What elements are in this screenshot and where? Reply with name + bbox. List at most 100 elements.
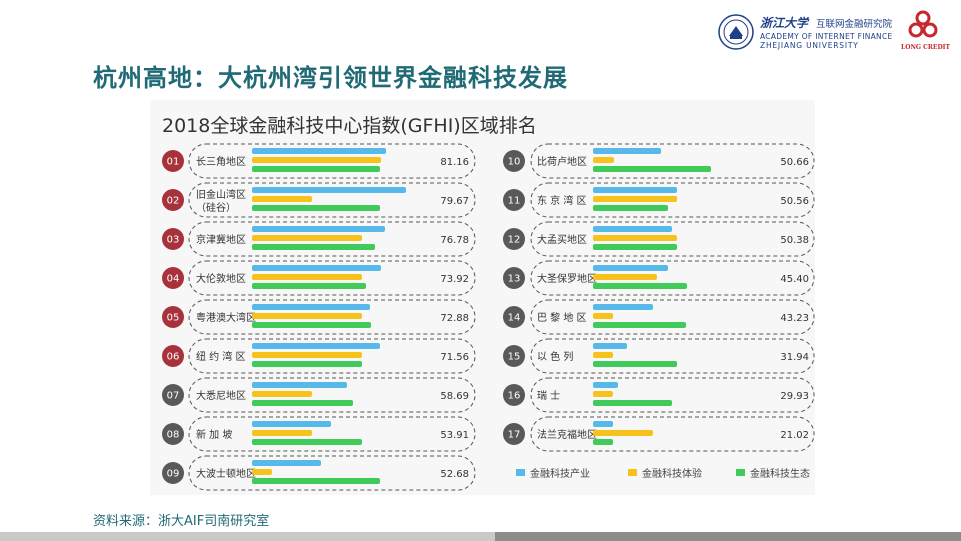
- row-02-bar-experience: [252, 196, 312, 202]
- row-08-bar-experience: [252, 430, 312, 436]
- row-03-rank-badge: [162, 228, 184, 250]
- zju-en-name: ZHEJIANG UNIVERSITY: [760, 41, 859, 50]
- footer-bar-right: [495, 532, 961, 541]
- row-10-name: 比荷卢地区: [537, 155, 587, 168]
- row-07-score: 58.69: [440, 391, 469, 402]
- row-16-bar-industry: [593, 382, 618, 388]
- row-13-bar-industry: [593, 265, 668, 271]
- row-15-score: 31.94: [780, 352, 809, 363]
- row-17-bar-experience: [593, 430, 653, 436]
- chart-title: 2018全球金融科技中心指数(GFHI)区域排名: [162, 115, 537, 137]
- row-15-rank-badge: [503, 345, 525, 367]
- row-05-score: 72.88: [440, 313, 469, 324]
- aif-cn-name: 互联网金融研究院: [816, 19, 893, 30]
- row-12-rank-badge: [503, 228, 525, 250]
- row-04-bar-experience: [252, 274, 362, 280]
- row-15-frame: [530, 338, 815, 374]
- row-11-name: 东 京 湾 区: [537, 194, 587, 207]
- row-17-name: 法兰克福地区: [537, 428, 597, 441]
- row-08-frame: [188, 416, 476, 452]
- row-03-bar-industry: [252, 226, 385, 232]
- row-01-frame: [188, 143, 476, 179]
- row-07-bar-experience: [252, 391, 312, 397]
- row-05-frame: [188, 299, 476, 335]
- row-15-name: 以 色 列: [537, 350, 573, 363]
- row-09-bar-ecosystem: [252, 478, 380, 484]
- row-11-bar-experience: [593, 196, 677, 202]
- row-04-name: 大伦敦地区: [196, 272, 246, 285]
- zju-cn-name: 浙江大学: [760, 16, 809, 30]
- row-17-frame: [530, 416, 815, 452]
- row-11-score: 50.56: [780, 196, 809, 207]
- row-16-frame: [530, 377, 815, 413]
- row-15-rank-label: 15: [508, 352, 521, 363]
- row-03-score: 76.78: [440, 235, 469, 246]
- row-08-rank-label: 08: [167, 430, 180, 441]
- row-09-rank-label: 09: [167, 469, 180, 480]
- row-03-bar-experience: [252, 235, 362, 241]
- row-10-bar-industry: [593, 148, 661, 154]
- row-09-frame: [188, 455, 476, 491]
- row-02-rank-label: 02: [167, 196, 180, 207]
- row-02-bar-industry: [252, 187, 406, 193]
- legend-label-industry: 金融科技产业: [530, 467, 590, 480]
- row-05-rank-label: 05: [167, 313, 180, 324]
- row-11-frame: [530, 182, 815, 218]
- row-07-rank-badge: [162, 384, 184, 406]
- row-04-bar-industry: [252, 265, 381, 271]
- row-07-rank-label: 07: [167, 391, 180, 402]
- row-16-bar-ecosystem: [593, 400, 672, 406]
- row-16-score: 29.93: [780, 391, 809, 402]
- row-09-bar-experience: [252, 469, 272, 475]
- row-02-name-sub: （硅谷）: [196, 201, 236, 214]
- row-07-bar-industry: [252, 382, 347, 388]
- row-14-bar-ecosystem: [593, 322, 686, 328]
- row-05-bar-ecosystem: [252, 322, 371, 328]
- row-13-rank-label: 13: [508, 274, 521, 285]
- row-13-rank-badge: [503, 267, 525, 289]
- row-08-bar-industry: [252, 421, 331, 427]
- row-01-bar-industry: [252, 148, 386, 154]
- row-13-name: 大圣保罗地区: [537, 272, 597, 285]
- row-08-rank-badge: [162, 423, 184, 445]
- legend-swatch-industry: [516, 469, 525, 476]
- row-14-frame: [530, 299, 815, 335]
- row-08-score: 53.91: [440, 430, 469, 441]
- row-03-bar-ecosystem: [252, 244, 375, 250]
- row-10-score: 50.66: [780, 157, 809, 168]
- row-01-score: 81.16: [440, 157, 469, 168]
- legend-label-experience: 金融科技体验: [642, 467, 702, 480]
- header-logos: 浙江大学 互联网金融研究院 ACADEMY OF INTERNET FINANC…: [718, 10, 958, 58]
- footer-bar-left: [0, 532, 495, 541]
- row-13-bar-experience: [593, 274, 657, 280]
- row-09-name: 大波士顿地区: [196, 467, 256, 480]
- row-12-rank-label: 12: [508, 235, 521, 246]
- row-02-score: 79.67: [440, 196, 469, 207]
- row-06-name: 纽 约 湾 区: [196, 350, 246, 363]
- row-04-bar-ecosystem: [252, 283, 366, 289]
- row-08-name: 新 加 坡: [196, 428, 232, 441]
- row-12-frame: [530, 221, 815, 257]
- row-03-frame: [188, 221, 476, 257]
- long-credit-logo-icon: [908, 10, 938, 38]
- row-11-rank-badge: [503, 189, 525, 211]
- row-15-bar-industry: [593, 343, 627, 349]
- row-07-frame: [188, 377, 476, 413]
- row-14-rank-badge: [503, 306, 525, 328]
- page-title: 杭州高地：大杭州湾引领世界金融科技发展: [93, 64, 568, 92]
- row-06-frame: [188, 338, 476, 374]
- row-13-bar-ecosystem: [593, 283, 687, 289]
- row-12-name: 大孟买地区: [537, 233, 587, 246]
- row-13-score: 45.40: [780, 274, 809, 285]
- row-06-rank-label: 06: [167, 352, 180, 363]
- row-04-rank-badge: [162, 267, 184, 289]
- row-12-bar-experience: [593, 235, 677, 241]
- row-16-rank-label: 16: [508, 391, 521, 402]
- row-01-name: 长三角地区: [196, 155, 246, 168]
- row-16-bar-experience: [593, 391, 613, 397]
- row-17-bar-industry: [593, 421, 613, 427]
- row-11-bar-industry: [593, 187, 677, 193]
- row-12-bar-ecosystem: [593, 244, 677, 250]
- row-10-bar-ecosystem: [593, 166, 711, 172]
